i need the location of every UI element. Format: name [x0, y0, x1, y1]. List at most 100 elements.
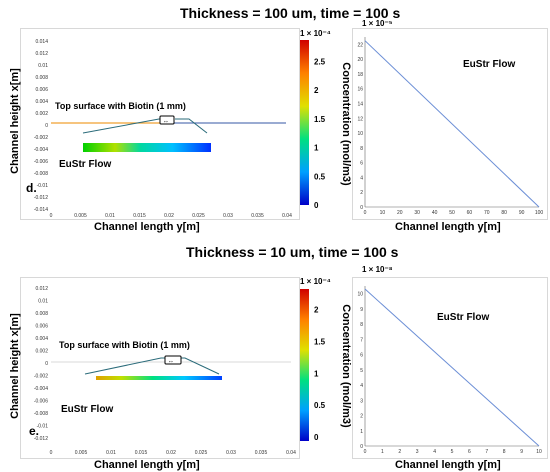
- y-tick-label: 6: [360, 353, 363, 359]
- y-tick-label: -0.008: [34, 171, 48, 177]
- y-tick-label: 2: [360, 414, 363, 420]
- colorbar-tick-label: 2: [314, 86, 319, 95]
- x-tick-label: 0: [364, 210, 367, 216]
- x-tick-label: 0.005: [75, 450, 88, 456]
- y-tick-label: 4: [360, 175, 363, 181]
- x-tick-label: 0.02: [164, 213, 174, 219]
- x-tick-label: 7: [485, 449, 488, 455]
- bottom-colorbar: 2 1.5 1 0.5 0: [300, 289, 326, 442]
- top-right-xlabel: Channel length y[m]: [395, 221, 501, 233]
- y-tick-label: -0.006: [34, 399, 48, 405]
- callout-lines: [82, 118, 171, 134]
- x-tick-label: 100: [535, 210, 544, 216]
- x-tick-label: 5: [451, 449, 454, 455]
- x-tick-label: 0: [364, 449, 367, 455]
- top-colorbar-title: 1 × 10⁻⁴: [300, 29, 331, 38]
- y-tick-label: -0.012: [34, 436, 48, 442]
- top-surface-annotation: Top surface with Biotin (1 mm): [55, 101, 186, 111]
- bottom-left-sim-plot: 0.012 0.01 0.008 0.006 0.004 0.002 0 -0.002 -0.0…: [34, 286, 296, 456]
- y-tick-label: -0.004: [34, 386, 48, 392]
- x-tick-label: 6: [468, 449, 471, 455]
- colorbar-tick-label: 2: [314, 306, 319, 315]
- x-tick-label: 2: [398, 449, 401, 455]
- y-tick-label: 0.004: [35, 336, 48, 342]
- y-tick-label: 2: [360, 190, 363, 196]
- x-tick-label: 0.035: [255, 450, 268, 456]
- top-colorbar-bar: [300, 40, 309, 205]
- y-tick-label: 20: [357, 57, 363, 63]
- bottom-left-flow-label: EuStr Flow: [61, 404, 114, 415]
- top-colorbar: 2.5 2 1.5 1 0.5 0: [300, 40, 326, 210]
- x-tick-label: 0.015: [133, 213, 146, 219]
- x-tick-label: 90: [519, 210, 525, 216]
- colorbar-tick-label: 0.5: [314, 172, 326, 181]
- top-left-ylabel: Channel height x[m]: [9, 68, 21, 174]
- y-tick-label: -0.008: [34, 411, 48, 417]
- x-tick-label: 3: [416, 449, 419, 455]
- y-tick-label: -0.012: [34, 195, 48, 201]
- colorbar-tick-label: 1: [314, 144, 319, 153]
- top-right-line-chart: 0 10 20 30 40 50 60 70 80 90 100222018161412108642…: [357, 37, 544, 216]
- series-line: [364, 40, 540, 208]
- colorbar-tick-label: 2.5: [314, 57, 326, 66]
- y-tick-label: 0: [360, 205, 363, 211]
- x-tick-label: 0.025: [192, 213, 205, 219]
- x-tick-label: 9: [520, 449, 523, 455]
- y-tick-label: 0.002: [35, 111, 48, 117]
- colorbar-tick-label: 0: [314, 433, 319, 442]
- bottom-left-ylabel: Channel height x[m]: [9, 313, 21, 419]
- x-tick-label: 60: [467, 210, 473, 216]
- colorbar-tick-label: 1.5: [314, 338, 326, 347]
- concentration-strip: [83, 143, 211, 152]
- colorbar-tick-label: 0.5: [314, 401, 326, 410]
- bottom-concentration-strip: [96, 376, 222, 380]
- colorbar-tick-label: 1: [314, 369, 319, 378]
- x-tick-label: 0.02: [166, 450, 176, 456]
- y-tick-label: 8: [360, 322, 363, 328]
- bottom-surface-annotation: Top surface with Biotin (1 mm): [59, 340, 190, 350]
- x-tick-label: 0.01: [105, 213, 115, 219]
- bottom-panel-letter: e.: [29, 424, 40, 438]
- bottom-right-line-panel: 0 1 2 3 4 5 6 7 8 9 10 10 9 8 7 6 5 4 3 2 1 0 EuStr Flow: [352, 277, 548, 459]
- y-tick-label: 7: [360, 337, 363, 343]
- y-tick-label: -0.002: [34, 135, 48, 141]
- bottom-right-xlabel: Channel length y[m]: [395, 459, 501, 471]
- biotin-box: [159, 115, 175, 125]
- y-tick-label: 0.014: [35, 39, 48, 45]
- y-tick-label: 6: [360, 161, 363, 167]
- y-tick-label: 18: [357, 72, 363, 78]
- x-tick-label: 40: [432, 210, 438, 216]
- y-tick-label: -0.014: [34, 207, 48, 213]
- x-tick-label: 10: [536, 449, 542, 455]
- top-left-flow-label: EuStr Flow: [59, 159, 112, 170]
- y-tick-label: 22: [357, 42, 363, 48]
- y-tick-label: 0: [45, 123, 48, 129]
- bottom-left-sim-panel: 0.012 0.01 0.008 0.006 0.004 0.002 0 -0.002 -0.0…: [20, 277, 300, 459]
- y-tick-label: -0.004: [34, 147, 48, 153]
- y-tick-label: 10: [357, 292, 363, 298]
- y-tick-label: -0.01: [37, 424, 49, 430]
- bottom-left-xlabel: Channel length y[m]: [94, 459, 200, 471]
- bottom-right-exponent: 1 × 10⁻⁸: [362, 265, 393, 274]
- bottom-figure-title: Thickness = 10 um, time = 100 s: [186, 244, 399, 260]
- y-tick-label: 8: [360, 146, 363, 152]
- top-right-exponent: 1 × 10⁻⁵: [362, 19, 393, 28]
- x-tick-label: 0.015: [135, 450, 148, 456]
- x-tick-label: 0.04: [286, 450, 296, 456]
- top-colorbar-label: Concentration (mol/m3): [340, 62, 352, 186]
- bottom-biotin-box-arrows: ↔: [168, 359, 174, 365]
- y-tick-label: 1: [360, 429, 363, 435]
- x-tick-label: 0.03: [226, 450, 236, 456]
- y-tick-label: 0: [45, 361, 48, 367]
- bottom-right-flow-label: EuStr Flow: [437, 312, 490, 323]
- x-tick-label: 20: [397, 210, 403, 216]
- top-right-line-panel: 0 10 20 30 40 50 60 70 80 90 100 22 20 18 16 14 12 10 8 6 4 2…: [352, 28, 548, 220]
- callout-lines-right: [175, 118, 208, 134]
- x-tick-label: 0.035: [251, 213, 264, 219]
- bottom-colorbar-title: 1 × 10⁻⁴: [300, 277, 331, 286]
- bottom-colorbar-label: Concentration (mol/m3): [340, 304, 352, 428]
- bottom-colorbar-bar: [300, 289, 309, 441]
- y-tick-label: 0.006: [35, 87, 48, 93]
- x-tick-label: 0: [50, 213, 53, 219]
